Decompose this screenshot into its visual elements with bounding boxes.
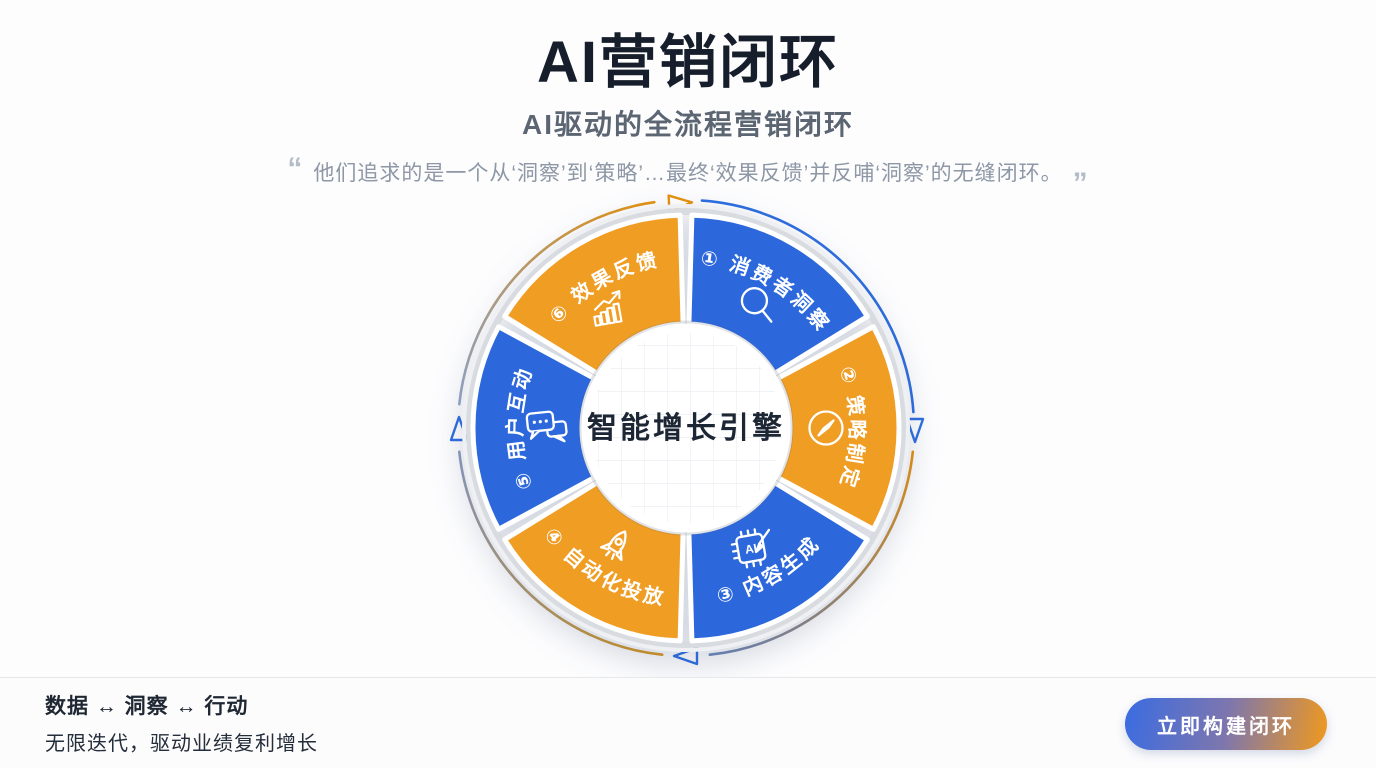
footer-tagline: 无限迭代，驱动业绩复利增长 [45, 733, 318, 755]
quote-line: “ 他们追求的是一个从‘洞察’到‘策略’…最终‘效果反馈’并反哺‘洞察’的无缝闭… [0, 151, 1376, 198]
flow-arrowhead-bottom-icon [672, 646, 699, 666]
center-label: 智能增长引擎 [587, 412, 785, 445]
build-loop-button[interactable]: 立即构建闭环 [1125, 698, 1327, 750]
page-title: AI营销闭环 [536, 30, 839, 95]
magnifier-icon [740, 287, 773, 323]
footer-text-block: 数据 ↔ 洞察 ↔ 行动 无限迭代，驱动业绩复利增长 [45, 690, 318, 756]
donut-outer-halo [462, 204, 910, 652]
page-subtitle: AI驱动的全流程营销闭环 [521, 108, 854, 140]
data-insight-action-line: 数据 ↔ 洞察 ↔ 行动 [45, 695, 249, 718]
ai-chip-text: AI [744, 541, 758, 557]
rocket-icon [599, 530, 627, 562]
donut-outer-rim [466, 208, 906, 648]
flow-arc-left-to-top [458, 200, 656, 406]
trend-chart-icon [593, 290, 623, 327]
chat-icon [525, 410, 568, 443]
flow-arc-bottom-to-left [458, 450, 664, 656]
quote-text: 他们追求的是一个从‘洞察’到‘策略’…最终‘效果反馈’并反哺‘洞察’的无缝闭环。 [313, 161, 1063, 185]
ai-chip-icon: AI [730, 528, 771, 569]
flow-arrowhead-right-icon [905, 417, 925, 444]
page-header: AI营销闭环 AI驱动的全流程营销闭环 “ 他们追求的是一个从‘洞察’到‘策略’… [0, 0, 1376, 198]
page-footer: 数据 ↔ 洞察 ↔ 行动 无限迭代，驱动业绩复利增长 立即构建闭环 [0, 677, 1376, 768]
flow-arc-right-to-bottom [708, 450, 915, 656]
center-hub-shadow [578, 320, 794, 536]
center-hub-grid [590, 332, 782, 524]
flow-arc-top-to-right [700, 199, 915, 414]
open-quote-mark: “ [287, 151, 304, 185]
compass-icon [808, 410, 844, 446]
